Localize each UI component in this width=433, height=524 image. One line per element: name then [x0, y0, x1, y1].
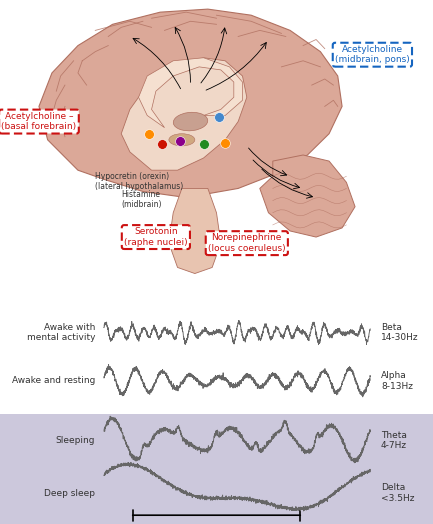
Text: Beta
14-30Hz: Beta 14-30Hz — [381, 323, 419, 342]
Polygon shape — [260, 155, 355, 237]
Text: Delta
<3.5Hz: Delta <3.5Hz — [381, 484, 414, 503]
Text: Histamine
(midbrain): Histamine (midbrain) — [121, 190, 162, 210]
Text: Acetylcholine –
(basal forebrain): Acetylcholine – (basal forebrain) — [1, 112, 77, 132]
FancyBboxPatch shape — [0, 414, 433, 524]
Text: Deep sleep: Deep sleep — [44, 489, 95, 498]
Text: Sleeping: Sleeping — [56, 436, 95, 445]
Text: Serotonin
(raphe nuclei): Serotonin (raphe nuclei) — [124, 227, 187, 247]
Text: Awake with
mental activity: Awake with mental activity — [27, 323, 95, 342]
Polygon shape — [139, 58, 242, 128]
Ellipse shape — [173, 112, 208, 131]
Polygon shape — [39, 9, 342, 198]
Polygon shape — [121, 58, 247, 170]
Text: Awake and resting: Awake and resting — [12, 376, 95, 386]
Text: Hypocretin (orexin)
(lateral hypothalamus): Hypocretin (orexin) (lateral hypothalamu… — [95, 172, 184, 191]
Text: Acetylcholine
(midbrain, pons): Acetylcholine (midbrain, pons) — [335, 45, 410, 64]
Text: Theta
4-7Hz: Theta 4-7Hz — [381, 431, 407, 450]
Text: Norepinephrine
(locus coeruleus): Norepinephrine (locus coeruleus) — [208, 233, 286, 253]
Polygon shape — [169, 189, 221, 274]
Text: 1 sec: 1 sec — [200, 523, 233, 524]
Text: Alpha
8-13Hz: Alpha 8-13Hz — [381, 371, 413, 391]
Ellipse shape — [169, 134, 195, 146]
